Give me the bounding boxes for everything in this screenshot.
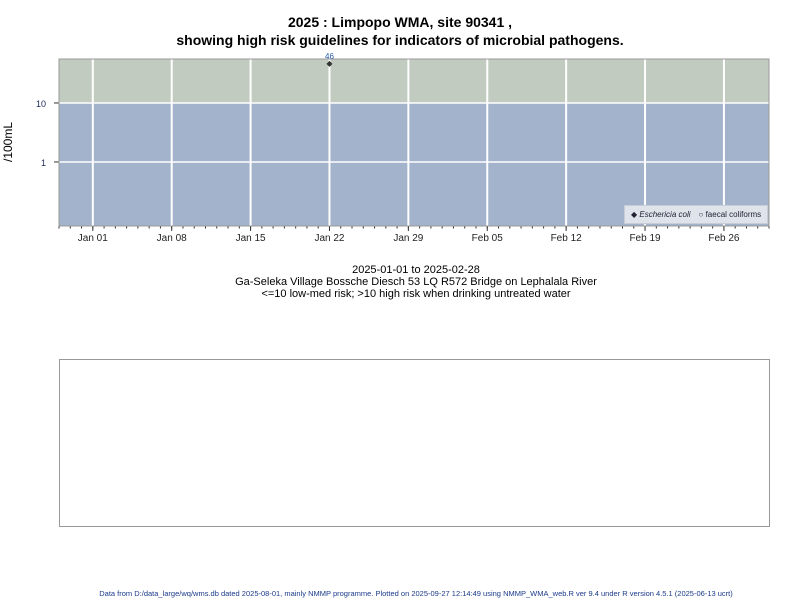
chart-title-line2: showing high risk guidelines for indicat… (176, 32, 624, 48)
x-tick-label: Feb 26 (708, 233, 740, 244)
footer-note: Data from D:/data_large/wq/wms.db dated … (99, 589, 733, 598)
caption-guideline: <=10 low-med risk; >10 high risk when dr… (261, 288, 571, 300)
y-axis-label: /100mL (1, 122, 15, 162)
chart-plot: Jan 01 Jan 08 Jan 15 Jan 22 Jan 29 Feb 05 Feb … (1, 52, 770, 244)
x-tick-label: Jan 08 (157, 233, 187, 244)
legend-item-faecal: ○ faecal coliforms (698, 210, 762, 219)
y-tick-label: 10 (36, 99, 46, 109)
legend-label: faecal coliforms (705, 210, 762, 219)
x-tick-label: Jan 29 (393, 233, 423, 244)
data-point (326, 60, 333, 67)
x-tick-label: Jan 15 (236, 233, 266, 244)
x-tick-label: Jan 01 (78, 233, 108, 244)
x-tick-label: Feb 19 (629, 233, 661, 244)
caption-site: Ga-Seleka Village Bossche Diesch 53 LQ R… (235, 276, 597, 288)
y-tick-label: 1 (41, 158, 46, 168)
x-tick-label: Feb 12 (551, 233, 583, 244)
legend: ◆ Eschericia coli ○ faecal coliforms (624, 205, 768, 224)
risk-band (59, 59, 769, 103)
data-label: 46 (325, 52, 334, 61)
chart-title-line1: 2025 : Limpopo WMA, site 90341 , (287, 14, 513, 30)
legend-item-ecoli: ◆ Eschericia coli (631, 210, 691, 219)
empty-plot-panel (59, 359, 770, 527)
x-tick-label: Feb 05 (472, 233, 504, 244)
legend-label: Eschericia coli (639, 210, 691, 219)
caption-date-range: 2025-01-01 to 2025-02-28 (352, 264, 480, 276)
x-tick-label: Jan 22 (314, 233, 344, 244)
plot-frame (58, 58, 770, 227)
